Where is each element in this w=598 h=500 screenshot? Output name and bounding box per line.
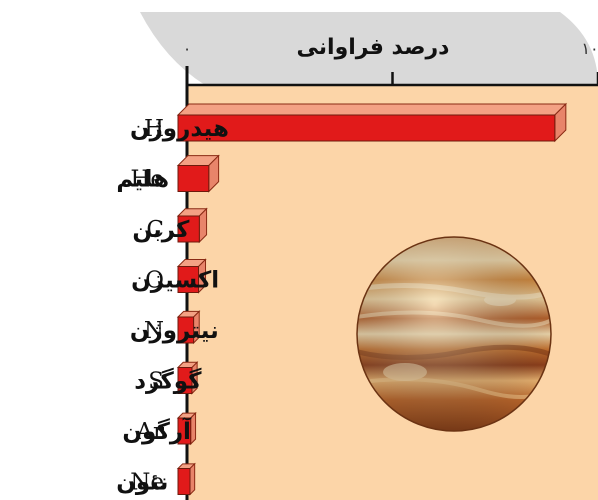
bar-side-ar <box>190 411 197 446</box>
bar-s <box>177 367 193 394</box>
category-name-n: نیتروژن <box>130 318 219 344</box>
jupiter-illustration <box>356 236 552 432</box>
bar-top-h <box>176 103 568 116</box>
x-tick-label-0: ۰ <box>183 39 192 58</box>
category-name-he: هلیم <box>116 167 169 193</box>
bars-group <box>176 102 568 496</box>
x-tick-label-2: ۱۰ <box>581 39 598 58</box>
bar-o <box>177 266 200 293</box>
x-axis-title: درصد فراوانی <box>297 35 450 60</box>
bar-ne <box>177 468 191 495</box>
bar-n <box>177 316 195 344</box>
category-name-ar: آرگون <box>122 416 192 445</box>
bar-h <box>177 114 556 142</box>
bar-he <box>177 165 210 192</box>
category-name-h: هیدروژن <box>130 116 229 142</box>
category-name-o: اکسیژن <box>131 268 219 294</box>
category-name-s: گوگرد <box>134 368 202 395</box>
category-name-c: کربن <box>132 217 190 243</box>
category-symbol-ne: Ne <box>130 470 164 496</box>
bar-c <box>177 215 200 243</box>
category-symbol-o: O <box>145 268 164 294</box>
category-symbol-h: H <box>144 116 164 142</box>
category-symbol-he: He <box>130 167 164 193</box>
category-name-ne: نئون <box>116 470 168 496</box>
bar-ar <box>177 417 192 445</box>
category-symbol-s: S <box>148 369 164 395</box>
category-symbol-c: C <box>146 217 164 243</box>
category-symbol-ar: Ar <box>135 419 164 445</box>
bar-side-ne <box>189 462 196 496</box>
header-band <box>140 12 598 85</box>
category-symbol-n: N <box>144 318 164 344</box>
x-axis-ticks: ۰ ۱۰ <box>183 39 598 85</box>
